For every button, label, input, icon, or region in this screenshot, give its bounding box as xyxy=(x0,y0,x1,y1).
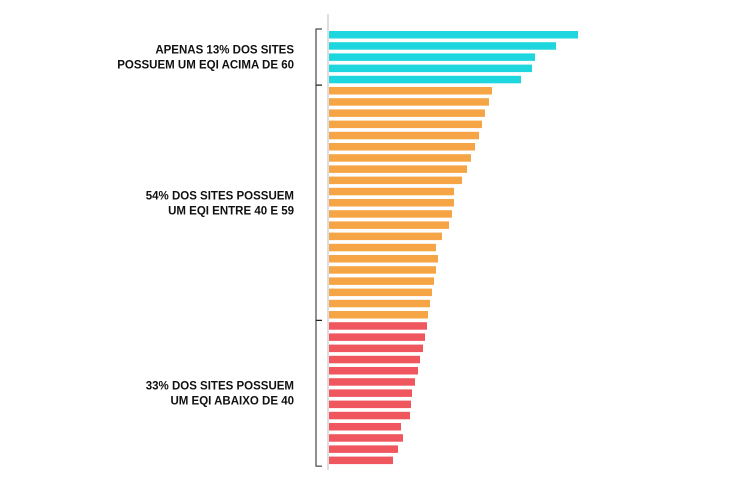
bar-group2-9 xyxy=(329,176,462,185)
bar-group2-15 xyxy=(329,243,436,252)
bar-group2-13 xyxy=(329,221,449,229)
brackets-layer xyxy=(315,28,322,467)
bar-group2-1 xyxy=(329,87,492,95)
bar-group3-11 xyxy=(329,434,403,442)
group-label-2-line-2: UM EQI ENTRE 40 E 59 xyxy=(168,205,294,217)
bar-group2-11 xyxy=(329,199,454,207)
bar-group3-12 xyxy=(329,445,398,453)
bracket-group2 xyxy=(315,84,322,321)
bar-group2-3 xyxy=(329,109,485,117)
bar-group2-4 xyxy=(329,120,482,129)
bracket-group3 xyxy=(315,319,322,467)
group-label-1-line-1: APENAS 13% DOS SITES xyxy=(155,45,294,57)
bar-group2-16 xyxy=(329,255,438,263)
group-label-3-line-2: UM EQI ABAIXO DE 40 xyxy=(170,396,294,408)
bar-group2-5 xyxy=(329,131,479,140)
bar-group2-8 xyxy=(329,165,467,173)
group-label-3-line-1: 33% DOS SITES POSSUEM xyxy=(146,381,294,393)
bar-group2-19 xyxy=(329,288,432,297)
bar-group2-14 xyxy=(329,232,442,241)
bar-group2-7 xyxy=(329,154,471,162)
bar-group2-12 xyxy=(329,210,452,218)
bar-group3-6 xyxy=(329,378,415,386)
bar-group1-4 xyxy=(329,64,532,73)
bar-group2-10 xyxy=(329,187,454,196)
bar-group3-7 xyxy=(329,389,412,397)
bar-group3-13 xyxy=(329,456,393,465)
bar-group3-2 xyxy=(329,333,425,341)
bar-group2-18 xyxy=(329,277,434,285)
bar-group1-5 xyxy=(329,75,521,84)
bar-group3-10 xyxy=(329,423,401,431)
bar-group2-21 xyxy=(329,311,428,319)
bar-group3-3 xyxy=(329,344,423,353)
bar-group3-1 xyxy=(329,322,427,330)
bar-group1-2 xyxy=(329,42,556,50)
bracket-group1 xyxy=(315,28,322,86)
bar-group2-17 xyxy=(329,266,436,274)
bar-group3-8 xyxy=(329,400,411,409)
bar-group1-3 xyxy=(329,53,535,61)
bar-group3-4 xyxy=(329,355,420,364)
bar-group3-5 xyxy=(329,367,418,375)
group-label-2-line-1: 54% DOS SITES POSSUEM xyxy=(146,190,294,202)
bar-group3-9 xyxy=(329,411,410,420)
bar-group1-1 xyxy=(329,31,578,39)
bar-group2-2 xyxy=(329,98,489,106)
bars-layer xyxy=(329,31,578,465)
bar-group2-20 xyxy=(329,299,430,308)
group-labels-layer: APENAS 13% DOS SITES POSSUEM UM EQI ACIMA… xyxy=(117,45,294,408)
group-label-1-line-2: POSSUEM UM EQI ACIMA DE 60 xyxy=(117,60,294,72)
bar-group2-6 xyxy=(329,143,475,151)
